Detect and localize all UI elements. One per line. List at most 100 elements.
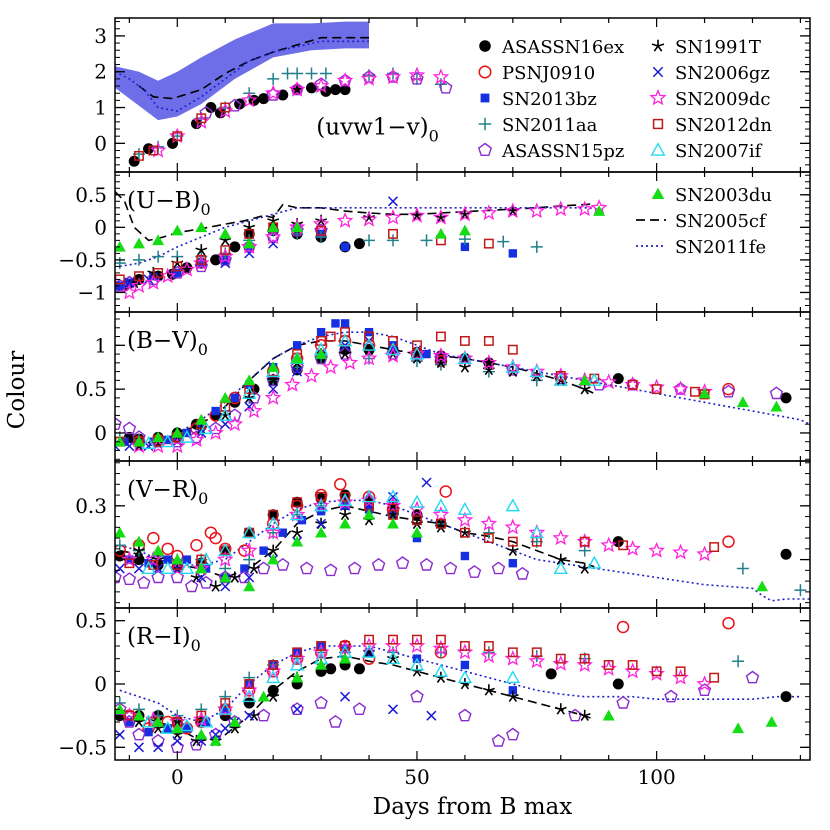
- sn2013bz-point: [182, 724, 192, 733]
- legend-entry-sn1991t: SN1991T: [651, 37, 761, 58]
- asassn16ex-point: [210, 254, 222, 266]
- sn2007if-point: [265, 670, 281, 684]
- template-sn2005cf-panel-3: [119, 340, 595, 445]
- sn2009dc-point: [432, 506, 450, 522]
- legend-marker: [651, 39, 665, 52]
- panel-label: (B−V)0: [127, 328, 208, 359]
- sn2009dc-point: [672, 543, 689, 560]
- sn2013bz-point: [221, 705, 230, 714]
- sn2007if-point: [505, 670, 521, 684]
- sn2007if-point: [587, 372, 602, 386]
- sn2006gz-point: [244, 572, 255, 583]
- series-sn2007if-panel-4: [141, 489, 602, 575]
- sn1991t-point: [228, 571, 241, 583]
- sn1991t-point: [209, 580, 222, 592]
- sn2007if-point: [433, 663, 449, 677]
- asassn15pz-point: [314, 351, 328, 365]
- sn2012dn-point: [690, 386, 700, 397]
- y-tick-label: −0.5: [58, 248, 107, 272]
- asassn15pz-point: [137, 575, 151, 589]
- sn2007if-point: [313, 498, 329, 512]
- asassn15pz-point: [410, 71, 424, 85]
- y-tick-label: 1: [94, 333, 107, 357]
- sn2011aa-point: [794, 584, 807, 597]
- sn2003du-point: [257, 690, 270, 702]
- sn2003du-point: [756, 580, 769, 592]
- sn2012dn-point: [603, 660, 614, 670]
- asassn15pz-point: [115, 570, 122, 584]
- sn2011aa-point: [319, 67, 332, 80]
- sn2007if-point: [141, 436, 156, 449]
- sn2006gz-point: [426, 710, 437, 721]
- asassn15pz-point: [745, 670, 760, 684]
- series-sn2003du-panel-4: [115, 508, 769, 592]
- sn1991t-point: [506, 544, 519, 556]
- sn1991t-point: [578, 562, 591, 574]
- sn1991t-point: [506, 690, 519, 702]
- panel-1-axes: 0 1 2 3 (uvw1−v)0: [94, 17, 811, 173]
- sn2012dn-point: [388, 228, 398, 239]
- sn2006gz-point: [143, 274, 154, 285]
- sn2007if-point: [385, 651, 401, 665]
- sn1991t-point: [243, 391, 256, 404]
- sn2012dn-point: [483, 335, 494, 346]
- sn2003du-point: [770, 400, 783, 412]
- sn2011aa-point: [115, 257, 126, 270]
- sn2011aa-point: [420, 234, 433, 247]
- sn2003du-point: [219, 391, 232, 403]
- sn2009dc-point: [600, 660, 617, 676]
- sn2003du-point: [195, 221, 208, 233]
- sn1991t-point: [458, 208, 471, 220]
- sn2007if-point: [242, 525, 257, 539]
- panel-label-subscript: 0: [198, 340, 208, 359]
- asassn16ex-point: [780, 548, 792, 560]
- sn2009dc-point: [384, 497, 402, 513]
- sn2009dc-point: [672, 668, 689, 685]
- sn2003du-point: [195, 413, 208, 425]
- sn2012dn-point: [435, 518, 446, 529]
- sn2009dc-point: [240, 681, 258, 698]
- sn2007if-point: [553, 372, 568, 386]
- panel-3-axes: 0 0.5 1 (B−V)0: [75, 311, 811, 462]
- sn2009dc-point: [240, 238, 258, 254]
- sn2007if-point: [361, 337, 377, 351]
- psnj0910-point: [616, 620, 630, 634]
- sn2012dn-point: [292, 647, 303, 658]
- sn2012dn-point: [388, 634, 398, 645]
- legend-label: ASASSN15pz: [501, 141, 624, 162]
- series-sn2009dc-panel-3: [130, 345, 713, 454]
- sn2009dc-point: [504, 518, 522, 535]
- sn2011aa-point: [267, 72, 280, 85]
- y-tick-label: 0.5: [75, 183, 107, 207]
- sn2005cf-line: [115, 190, 595, 242]
- sn2009dc-point: [288, 506, 306, 522]
- sn2013bz-point: [460, 551, 470, 561]
- series-sn1991t-panel-3: [133, 343, 591, 452]
- asassn15pz-point: [568, 708, 582, 722]
- sn2003du-point: [291, 352, 304, 364]
- panel-label: (U−B)0: [127, 188, 211, 219]
- sn2012dn-point: [364, 634, 374, 645]
- legend-marker: [478, 117, 492, 131]
- sn2003du-point: [115, 526, 126, 538]
- sn2003du-point: [387, 517, 399, 529]
- sn2011aa-point: [291, 67, 304, 80]
- sn2007if-point: [385, 489, 401, 503]
- sn2003du-point: [132, 535, 145, 547]
- sn2009dc-point: [624, 662, 641, 679]
- x-tick-label: 0: [171, 765, 184, 789]
- asassn15pz-point: [352, 702, 367, 715]
- sn2003du-point: [363, 508, 376, 520]
- sn2009dc-point: [240, 541, 258, 558]
- legend-entry-sn2013bz: SN2013bz: [480, 89, 597, 110]
- sn2009dc-point: [384, 68, 402, 85]
- legend-label: SN2003du: [675, 185, 772, 206]
- legend-label: PSNJ0910: [502, 63, 595, 84]
- sn2012dn-point: [483, 533, 494, 544]
- sn2012dn-point: [220, 698, 231, 708]
- y-tick-label: −1: [78, 280, 107, 304]
- sn2009dc-point: [336, 71, 354, 88]
- sn2006gz-point: [172, 735, 183, 747]
- psnj0910-point: [147, 531, 160, 545]
